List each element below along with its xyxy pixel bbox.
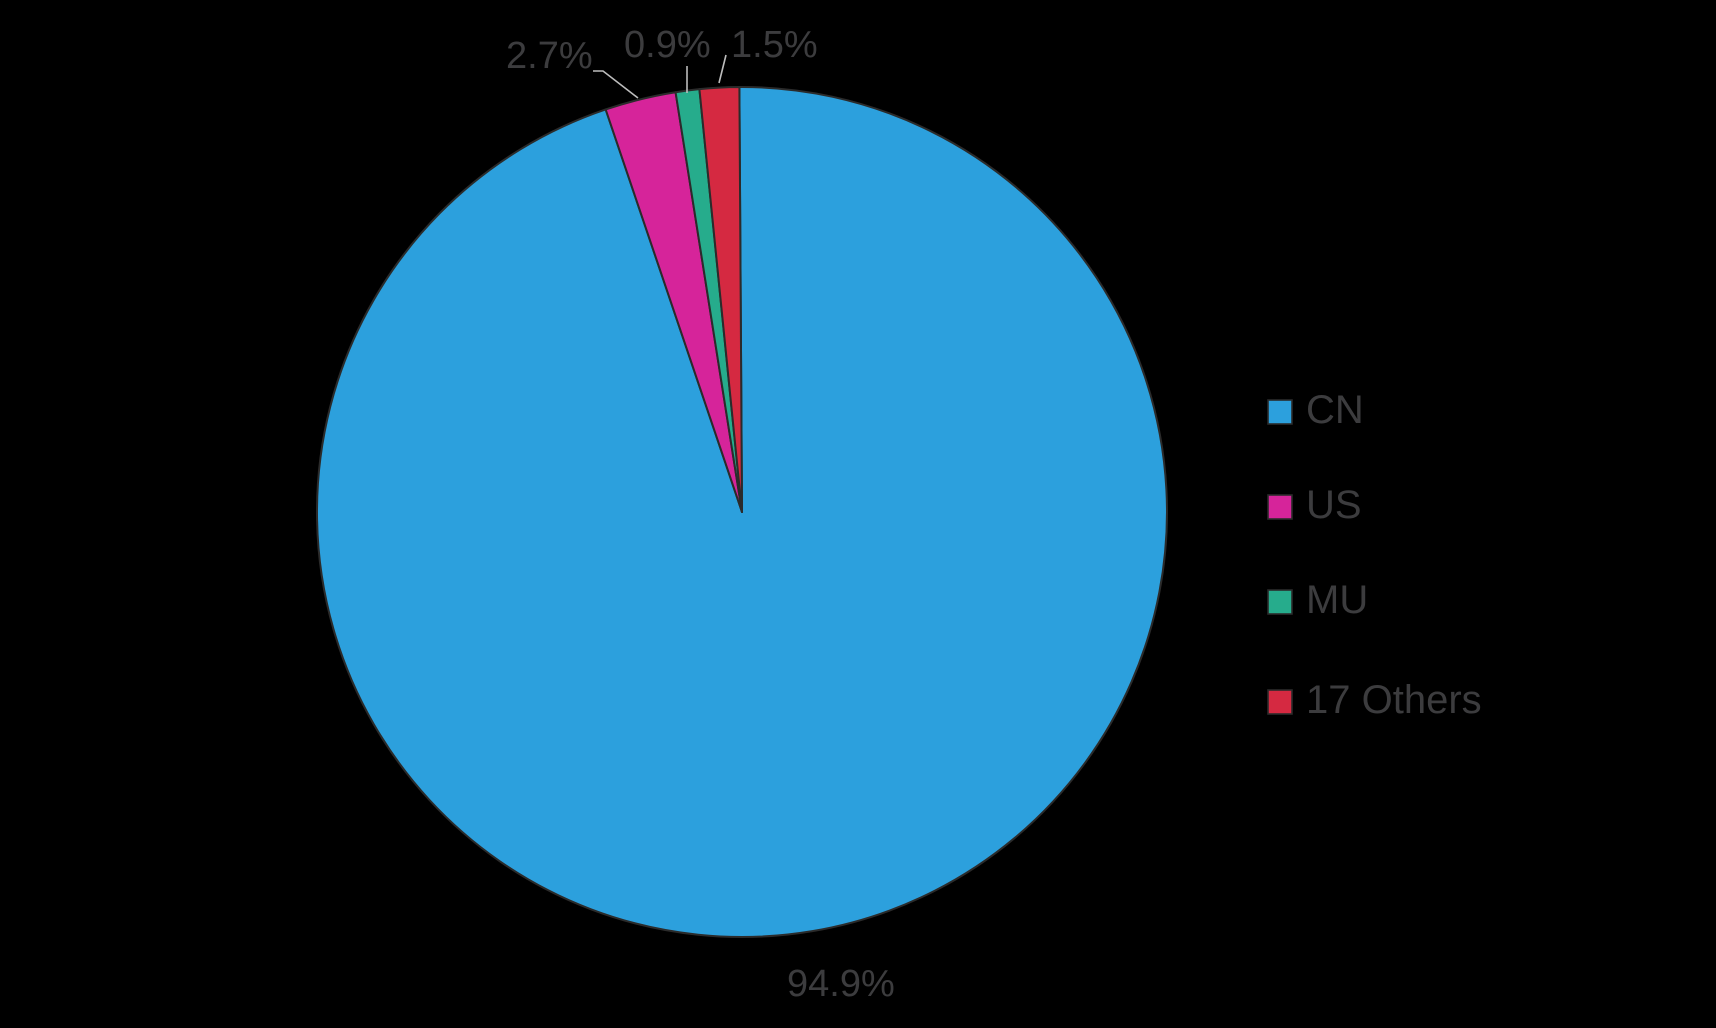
svg-text:CN: CN xyxy=(1306,388,1364,432)
svg-text:1.5%: 1.5% xyxy=(731,24,818,66)
svg-text:0.9%: 0.9% xyxy=(624,24,711,66)
svg-text:US: US xyxy=(1306,483,1362,527)
svg-text:94.9%: 94.9% xyxy=(787,963,895,1005)
svg-text:17 Others: 17 Others xyxy=(1306,678,1482,722)
svg-text:2.7%: 2.7% xyxy=(506,35,593,77)
svg-text:MU: MU xyxy=(1306,578,1368,622)
